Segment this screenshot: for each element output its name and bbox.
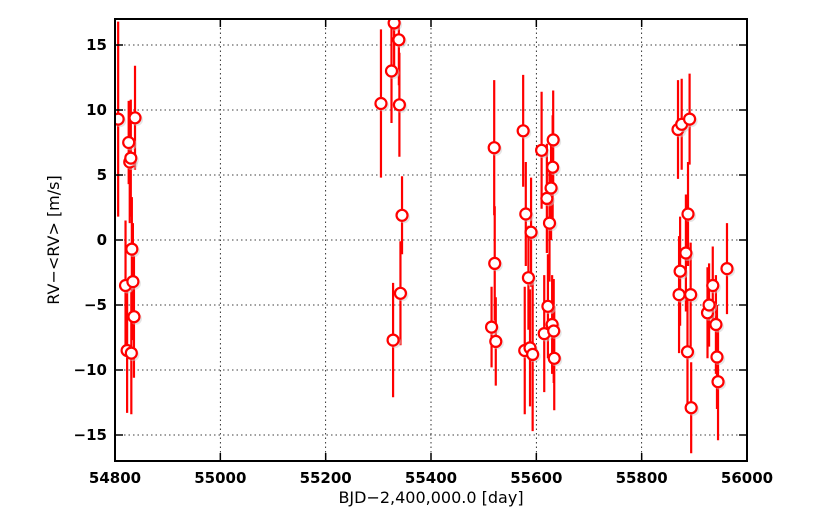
y-tick-label: 15 xyxy=(86,36,107,54)
data-point xyxy=(122,135,136,150)
data-point xyxy=(702,298,716,312)
data-point xyxy=(680,345,695,359)
data-point xyxy=(541,299,555,313)
data-point xyxy=(682,112,697,126)
data-point xyxy=(393,286,408,300)
x-tick-label: 55800 xyxy=(616,469,668,487)
data-point xyxy=(392,98,406,112)
data-point xyxy=(673,264,687,278)
x-tick-label: 54800 xyxy=(89,469,141,487)
data-point xyxy=(547,351,561,365)
x-tick-label: 55600 xyxy=(510,469,562,487)
data-point xyxy=(127,310,141,324)
data-point xyxy=(711,375,725,389)
data-point xyxy=(720,262,734,276)
data-point xyxy=(484,320,499,334)
data-point xyxy=(124,346,138,360)
data-point xyxy=(374,96,388,111)
data-point xyxy=(524,225,538,239)
data-point xyxy=(519,207,533,221)
data-point xyxy=(392,33,406,47)
x-axis-label: BJD−2,400,000.0 [day] xyxy=(338,488,523,507)
data-point xyxy=(681,207,695,221)
data-point xyxy=(546,160,560,174)
y-axis-label: RV−<RV> [m/s] xyxy=(44,175,63,304)
data-point xyxy=(709,317,723,332)
data-point xyxy=(544,181,558,195)
data-point xyxy=(679,246,693,260)
y-tick-label: 5 xyxy=(97,166,107,184)
data-point xyxy=(387,19,401,30)
data-point xyxy=(125,242,139,256)
y-tick-label: −10 xyxy=(74,361,107,379)
data-point xyxy=(526,347,540,361)
data-point xyxy=(128,111,142,125)
x-tick-label: 55200 xyxy=(300,469,352,487)
x-tick-label: 56000 xyxy=(721,469,773,487)
data-point xyxy=(706,278,720,293)
data-point xyxy=(547,324,561,338)
y-tick-label: 10 xyxy=(86,101,107,119)
data-point xyxy=(516,124,530,138)
data-point xyxy=(488,256,502,270)
y-tick-label: 0 xyxy=(97,231,107,249)
data-point xyxy=(534,143,549,157)
x-tick-labels: 54800 55000 55200 55400 55600 55800 56000 xyxy=(89,469,773,487)
data-point xyxy=(521,271,536,285)
y-tick-labels: 15 10 5 0 −5 −10 −15 xyxy=(74,36,107,444)
data-point xyxy=(487,141,501,155)
data-point xyxy=(684,288,698,302)
x-tick-label: 55000 xyxy=(194,469,246,487)
x-tick-label: 55400 xyxy=(405,469,457,487)
data-point xyxy=(386,333,400,347)
data-point xyxy=(126,275,140,289)
axis-ticks xyxy=(114,19,748,461)
data-point xyxy=(124,151,138,165)
y-tick-label: −15 xyxy=(74,426,107,444)
data-point xyxy=(384,64,399,78)
y-tick-label: −5 xyxy=(84,296,107,314)
data-markers xyxy=(115,19,735,416)
data-point xyxy=(395,208,409,222)
data-point xyxy=(489,334,503,348)
data-point xyxy=(672,288,686,302)
data-point xyxy=(542,216,557,230)
data-point xyxy=(546,133,560,147)
data-point xyxy=(710,350,724,364)
data-point xyxy=(115,112,125,126)
data-point xyxy=(684,401,698,415)
